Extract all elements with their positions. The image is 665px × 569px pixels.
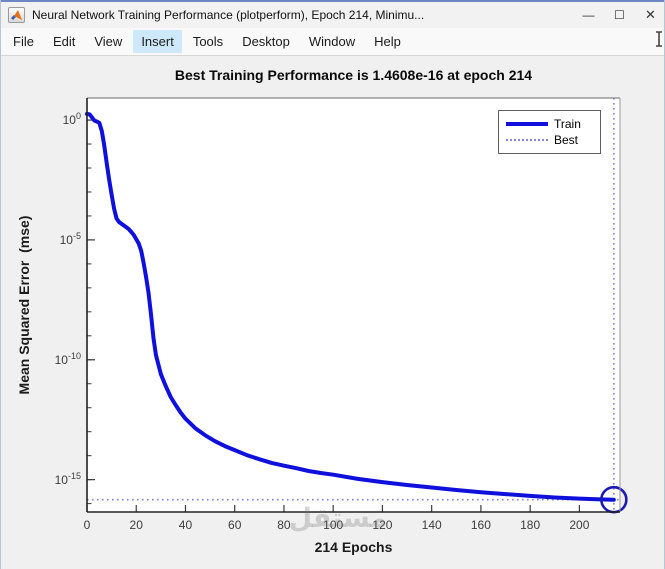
menu-item-desktop[interactable]: Desktop bbox=[242, 34, 290, 49]
x-tick-label: 80 bbox=[277, 518, 291, 532]
x-tick-label: 40 bbox=[178, 518, 193, 532]
x-tick-label: 180 bbox=[520, 518, 541, 532]
figure-area: Best Training Performance is 1.4608e-16 … bbox=[1, 57, 664, 569]
window-controls: — ☐ ✕ bbox=[573, 2, 664, 28]
window-top-accent bbox=[1, 0, 664, 2]
maximize-button[interactable]: ☐ bbox=[614, 8, 625, 22]
y-tick-label: 100 bbox=[62, 111, 81, 128]
dotted-line-swatch bbox=[506, 139, 548, 141]
y-tick-label: 10-10 bbox=[54, 350, 81, 367]
y-tick-label: 10-5 bbox=[59, 230, 81, 247]
menu-item-tools[interactable]: Tools bbox=[192, 34, 224, 49]
minimize-button[interactable]: — bbox=[582, 8, 595, 22]
window-title: Neural Network Training Performance (plo… bbox=[32, 8, 425, 22]
x-tick-label: 100 bbox=[323, 518, 344, 532]
legend-label: Train bbox=[554, 117, 581, 131]
x-tick-label: 60 bbox=[228, 518, 242, 532]
solid-line-swatch bbox=[506, 122, 548, 126]
matlab-icon[interactable] bbox=[8, 7, 25, 23]
menu-item-insert[interactable]: Insert bbox=[133, 30, 182, 53]
legend-entry-train[interactable]: Train bbox=[506, 116, 592, 132]
plot-title: Best Training Performance is 1.4608e-16 … bbox=[174, 67, 533, 83]
x-axis-label: 214 Epochs bbox=[314, 539, 393, 555]
x-tick-label: 140 bbox=[421, 518, 442, 532]
x-tick-label: 120 bbox=[372, 518, 393, 532]
legend-box[interactable]: Train Best bbox=[498, 110, 601, 154]
legend-entry-best[interactable]: Best bbox=[506, 132, 592, 148]
legend-label: Best bbox=[554, 133, 579, 147]
title-bar[interactable]: Neural Network Training Performance (plo… bbox=[1, 2, 664, 28]
y-axis-label: Mean Squared Error (mse) bbox=[16, 215, 32, 395]
menu-item-file[interactable]: File bbox=[13, 34, 34, 49]
x-tick-label: 20 bbox=[129, 518, 143, 532]
menu-bar: File Edit View Insert Tools Desktop Window Help bbox=[1, 28, 664, 56]
menu-item-window[interactable]: Window bbox=[308, 34, 356, 49]
x-tick-label: 160 bbox=[470, 518, 491, 532]
y-tick-label: 10-15 bbox=[54, 470, 81, 487]
menu-item-view[interactable]: View bbox=[94, 34, 123, 49]
menu-item-edit[interactable]: Edit bbox=[52, 34, 76, 49]
plot-canvas[interactable] bbox=[1, 57, 664, 569]
close-button[interactable]: ✕ bbox=[645, 7, 656, 22]
text-cursor-icon bbox=[656, 31, 662, 47]
x-tick-label: 200 bbox=[569, 518, 590, 532]
x-tick-label: 0 bbox=[83, 518, 91, 532]
menu-item-help[interactable]: Help bbox=[374, 34, 401, 49]
